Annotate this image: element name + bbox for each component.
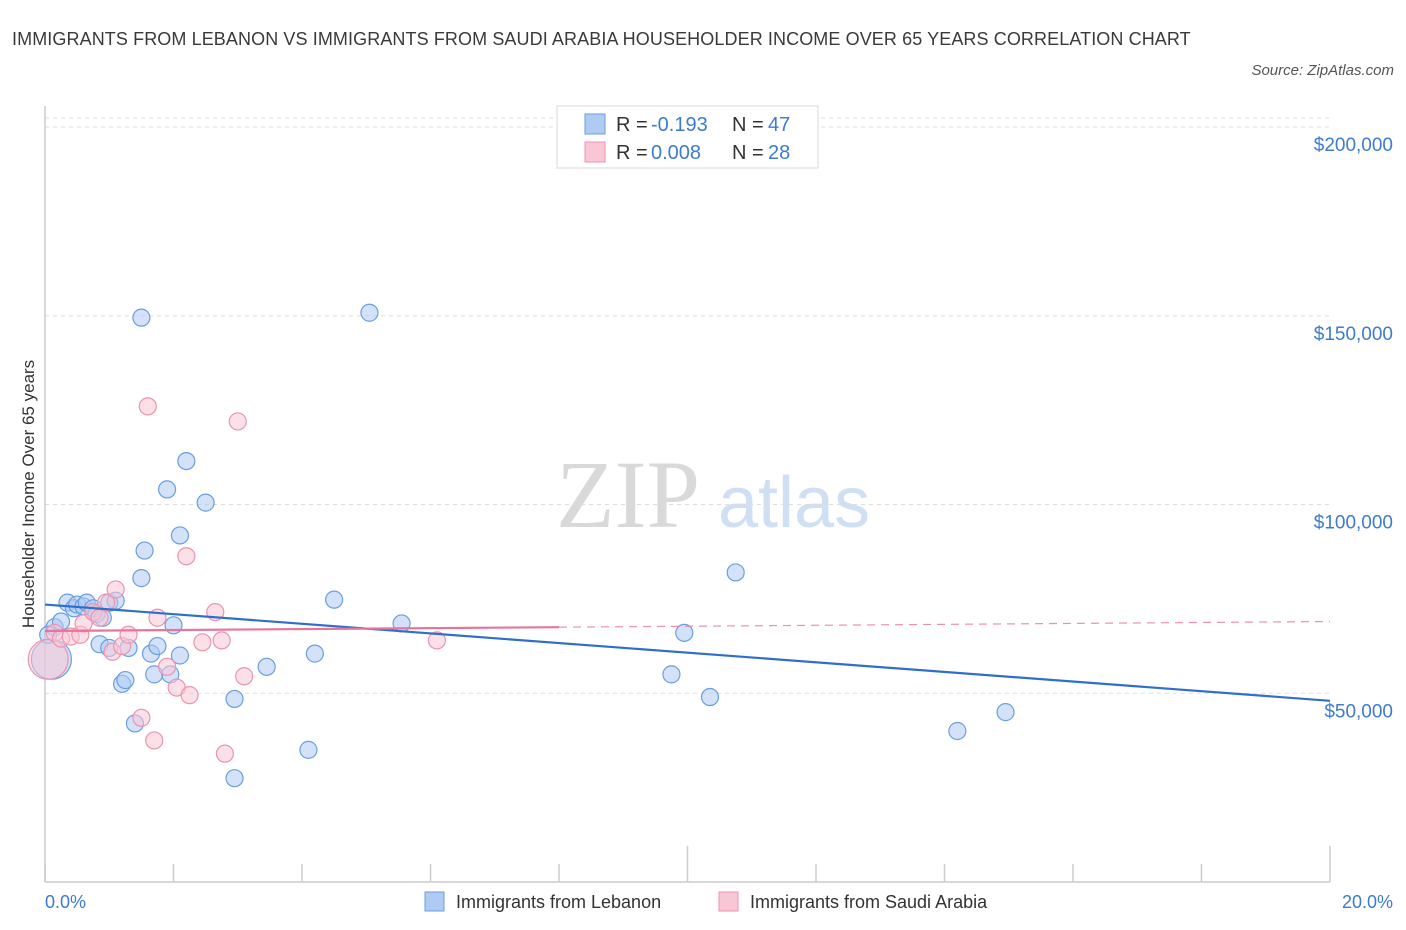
lebanon-point: [948, 721, 967, 741]
source-label: Source: ZipAtlas.com: [1251, 62, 1394, 79]
lebanon-point: [225, 769, 244, 788]
saudi-point: [235, 667, 254, 686]
saudi-point: [193, 633, 212, 652]
lebanon-point: [299, 740, 318, 759]
bottom-legend-swatch-lebanon: [424, 891, 445, 912]
data-points: [27, 303, 1015, 788]
legend-n-label-saudi: N =: [732, 142, 764, 164]
y-tick-labels: $50,000 $100,000 $150,000 $200,000: [1314, 135, 1393, 722]
legend-n-value-lebanon: 47: [768, 114, 790, 136]
lebanon-point: [700, 687, 720, 707]
correlation-legend: R = -0.193 N = 47 R = 0.008 N = 28: [556, 105, 819, 169]
trend-line-lebanon: [44, 603, 1331, 702]
y-axis-label: Householder Income Over 65 years: [19, 360, 38, 628]
lebanon-point: [225, 689, 244, 709]
saudi-point: [90, 608, 109, 627]
series-legend: Immigrants from Lebanon Immigrants from …: [424, 891, 988, 912]
lebanon-point: [148, 636, 167, 656]
legend-n-label-lebanon: N =: [732, 114, 764, 136]
legend-r-value-saudi: 0.008: [651, 142, 701, 164]
saudi-point: [215, 744, 234, 763]
bottom-legend-label-lebanon: Immigrants from Lebanon: [456, 892, 661, 912]
lebanon-point: [726, 563, 745, 582]
bottom-legend-swatch-saudi: [718, 891, 739, 912]
legend-swatch-saudi: [584, 141, 606, 163]
lebanon-point: [996, 703, 1015, 722]
saudi-point: [145, 731, 164, 750]
bottom-legend-label-saudi: Immigrants from Saudi Arabia: [750, 892, 988, 912]
lebanon-point: [132, 569, 151, 588]
y-tick-label: $100,000: [1314, 513, 1393, 534]
legend-r-value-lebanon: -0.193: [651, 114, 708, 136]
saudi-point: [212, 631, 231, 650]
lebanon-point: [196, 493, 215, 512]
saudi-point: [96, 593, 116, 612]
lebanon-point: [177, 451, 196, 471]
watermark-zip: ZIP: [556, 441, 700, 548]
saudi-point: [138, 397, 157, 416]
lebanon-point: [360, 303, 379, 322]
lebanon-point: [257, 657, 276, 676]
lebanon-point: [325, 590, 344, 609]
grid-lines: [45, 117, 1330, 694]
saudi-point: [119, 625, 138, 644]
legend-swatch-lebanon: [584, 113, 606, 135]
x-tick-label-max: 20.0%: [1342, 892, 1393, 912]
lebanon-point: [170, 646, 190, 665]
saudi-point: [106, 580, 125, 599]
saudi-point: [177, 547, 196, 566]
lebanon-point: [116, 670, 135, 690]
chart-title: IMMIGRANTS FROM LEBANON VS IMMIGRANTS FR…: [12, 29, 1191, 49]
trend-line-saudi: [44, 626, 560, 633]
lebanon-point: [135, 541, 154, 560]
watermark-atlas: atlas: [718, 463, 870, 543]
trend-lines: [44, 603, 1331, 702]
saudi-point: [157, 657, 177, 676]
y-tick-label: $150,000: [1314, 324, 1393, 345]
lebanon-point: [662, 665, 681, 684]
axes: [44, 106, 1331, 883]
saudi-point: [228, 412, 247, 431]
saudi-point: [180, 686, 199, 705]
x-tick-label-min: 0.0%: [45, 892, 86, 912]
legend-r-label-lebanon: R =: [616, 114, 648, 136]
lebanon-point: [675, 623, 694, 642]
y-tick-label: $200,000: [1314, 135, 1393, 156]
saudi-point: [132, 708, 151, 727]
saudi-point: [427, 631, 447, 650]
lebanon-point: [157, 480, 177, 499]
legend-r-label-saudi: R =: [616, 142, 648, 164]
lebanon-point: [170, 526, 190, 545]
trend-line-saudi-extension: [558, 620, 1331, 628]
lebanon-point: [305, 644, 324, 663]
y-tick-label: $50,000: [1324, 701, 1393, 722]
lebanon-point: [132, 308, 151, 327]
legend-n-value-saudi: 28: [768, 142, 790, 164]
lebanon-point: [164, 616, 183, 635]
